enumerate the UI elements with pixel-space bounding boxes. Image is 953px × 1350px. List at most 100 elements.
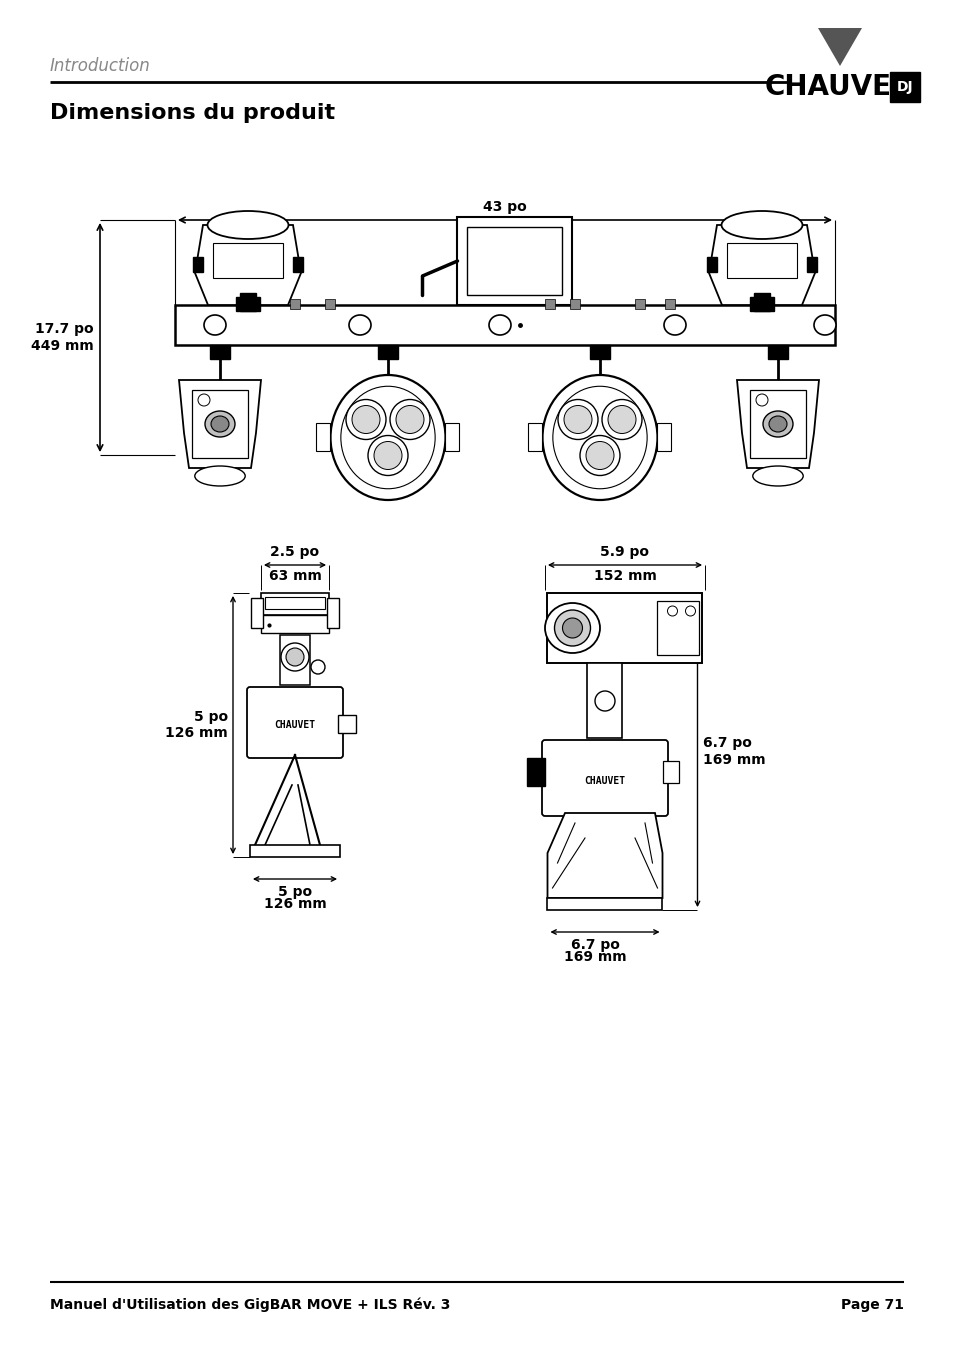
Ellipse shape: [542, 375, 657, 500]
Circle shape: [374, 441, 401, 470]
Bar: [587, 663, 622, 738]
Text: 152 mm: 152 mm: [593, 568, 656, 583]
Bar: [337, 716, 355, 733]
Text: 126 mm: 126 mm: [165, 726, 228, 740]
Ellipse shape: [194, 466, 245, 486]
Text: CHAUVET: CHAUVET: [584, 776, 625, 786]
Bar: [569, 298, 579, 309]
Bar: [213, 243, 283, 278]
Text: CHAUVET: CHAUVET: [274, 720, 315, 730]
Bar: [767, 346, 787, 359]
Bar: [377, 346, 397, 359]
Ellipse shape: [755, 394, 767, 406]
Circle shape: [579, 436, 619, 475]
Ellipse shape: [768, 416, 786, 432]
Ellipse shape: [340, 386, 435, 489]
Bar: [753, 293, 769, 310]
Circle shape: [390, 400, 430, 440]
Circle shape: [554, 610, 590, 647]
Text: 43 po: 43 po: [482, 200, 526, 215]
Text: 169 mm: 169 mm: [702, 752, 765, 767]
Bar: [706, 256, 717, 271]
Text: DJ: DJ: [896, 80, 912, 94]
Text: 63 mm: 63 mm: [269, 568, 321, 583]
Ellipse shape: [349, 315, 371, 335]
Ellipse shape: [663, 315, 685, 335]
Circle shape: [667, 606, 677, 616]
Ellipse shape: [211, 416, 229, 432]
Bar: [240, 293, 255, 310]
Bar: [445, 423, 459, 451]
Polygon shape: [179, 379, 261, 468]
Text: 2.5 po: 2.5 po: [270, 545, 319, 559]
Text: Introduction: Introduction: [50, 57, 151, 76]
Text: 169 mm: 169 mm: [563, 950, 626, 964]
Bar: [526, 757, 544, 786]
Bar: [174, 305, 834, 346]
Bar: [261, 593, 329, 616]
Circle shape: [585, 441, 614, 470]
Ellipse shape: [762, 410, 792, 437]
Bar: [635, 298, 644, 309]
Text: 6.7 po: 6.7 po: [570, 938, 618, 952]
FancyBboxPatch shape: [541, 740, 667, 815]
Bar: [250, 845, 339, 857]
Text: 1100 mm: 1100 mm: [468, 224, 540, 238]
Polygon shape: [708, 225, 814, 305]
Bar: [547, 593, 701, 663]
Circle shape: [352, 405, 379, 433]
Circle shape: [281, 643, 309, 671]
Bar: [325, 298, 335, 309]
Bar: [265, 597, 325, 609]
Ellipse shape: [489, 315, 511, 335]
Circle shape: [311, 660, 325, 674]
Text: 5 po: 5 po: [277, 886, 312, 899]
Bar: [251, 598, 263, 628]
Circle shape: [558, 400, 598, 440]
Circle shape: [286, 648, 304, 666]
Ellipse shape: [204, 315, 226, 335]
Polygon shape: [547, 813, 661, 898]
Bar: [293, 256, 303, 271]
Text: CHAUVET: CHAUVET: [764, 73, 910, 101]
Bar: [547, 898, 661, 910]
Polygon shape: [194, 225, 301, 305]
Bar: [657, 423, 671, 451]
Text: Manuel d'Utilisation des GigBAR MOVE + ILS Rév. 3: Manuel d'Utilisation des GigBAR MOVE + I…: [50, 1297, 450, 1312]
Ellipse shape: [544, 603, 599, 653]
Ellipse shape: [720, 211, 801, 239]
Text: 126 mm: 126 mm: [263, 896, 326, 911]
Bar: [210, 346, 230, 359]
Circle shape: [601, 400, 641, 440]
Bar: [662, 761, 679, 783]
Bar: [889, 72, 919, 103]
Bar: [806, 256, 816, 271]
Polygon shape: [817, 28, 862, 66]
Bar: [664, 298, 675, 309]
Bar: [749, 297, 773, 310]
Bar: [327, 598, 338, 628]
Circle shape: [346, 400, 386, 440]
Text: 17.7 po: 17.7 po: [35, 323, 94, 336]
Circle shape: [607, 405, 636, 433]
Bar: [193, 256, 203, 271]
Circle shape: [368, 436, 408, 475]
Bar: [192, 390, 248, 458]
Circle shape: [685, 606, 695, 616]
Ellipse shape: [813, 315, 835, 335]
Bar: [544, 298, 555, 309]
Bar: [280, 634, 310, 684]
Text: Page 71: Page 71: [841, 1297, 903, 1312]
Bar: [589, 346, 609, 359]
Bar: [749, 390, 805, 458]
Ellipse shape: [198, 394, 210, 406]
Text: 5 po: 5 po: [193, 710, 228, 724]
Text: Dimensions du produit: Dimensions du produit: [50, 103, 335, 123]
Polygon shape: [737, 379, 818, 468]
Bar: [261, 616, 329, 633]
Circle shape: [395, 405, 423, 433]
Text: 5.9 po: 5.9 po: [599, 545, 649, 559]
Bar: [657, 601, 699, 655]
Ellipse shape: [205, 410, 234, 437]
Bar: [316, 423, 330, 451]
